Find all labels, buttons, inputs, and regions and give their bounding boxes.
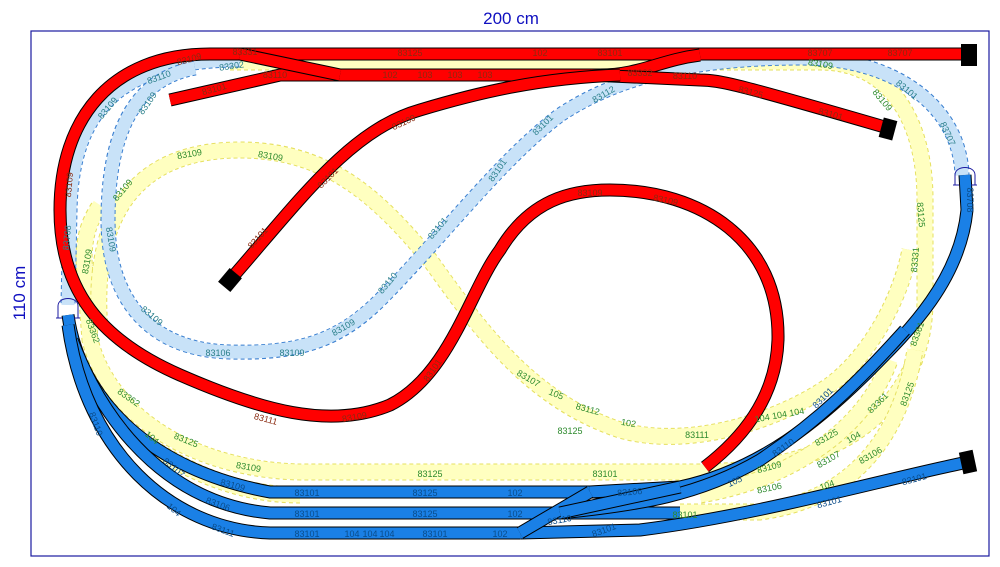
tunnel-portal-icon[interactable] xyxy=(56,298,80,319)
buffer-stops xyxy=(218,44,978,475)
buffer-stop-icon[interactable] xyxy=(958,449,978,475)
red-track-label: 83707 xyxy=(807,48,832,58)
blue-track[interactable] xyxy=(517,487,593,538)
red-track-label: 83110 xyxy=(673,71,697,81)
blue-track[interactable] xyxy=(558,481,682,519)
yellow-track-label: 83331 xyxy=(909,247,921,273)
red-track-label: 83101 xyxy=(597,48,622,58)
red-track-label: 102 xyxy=(532,48,547,58)
blue-track-label: 83125 xyxy=(412,509,437,519)
yellow-track-label: 83111 xyxy=(685,430,709,440)
blue-track-layer xyxy=(61,174,974,540)
yellow-track-label: 83125 xyxy=(557,426,582,436)
blue-track-label: 83106 xyxy=(617,486,643,498)
red-track[interactable] xyxy=(589,69,890,134)
red-track-label: 83109 xyxy=(577,188,602,198)
buffer-stop-icon[interactable] xyxy=(961,44,977,66)
blue-track[interactable] xyxy=(66,338,680,519)
yellow-track-label: 83109 xyxy=(80,248,94,274)
yellow-track[interactable] xyxy=(698,357,898,503)
buffer-stop-icon[interactable] xyxy=(878,117,898,141)
blue-track-label: 104 xyxy=(379,529,394,539)
yellow-track-label: 83101 xyxy=(592,469,617,479)
blue-track-label: 83110 xyxy=(547,513,573,527)
red-track-label: 83332 xyxy=(627,68,652,78)
blue-track-label: 102 xyxy=(507,509,522,519)
blue-track-label: 83125 xyxy=(412,488,437,498)
blue-track-label: 104 xyxy=(362,529,377,539)
yellow-track-label: 83109 xyxy=(807,57,833,71)
blue-track-label: 83101 xyxy=(294,529,319,539)
yellow-track-label: 83125 xyxy=(915,202,927,228)
red-track-label: 103 xyxy=(447,70,462,80)
yellow-track-label: 83109 xyxy=(235,460,261,474)
red-track-layer xyxy=(53,47,965,473)
tunnel-portals xyxy=(56,167,977,319)
red-track-label: 83110 xyxy=(263,70,287,80)
lightblue-track-label: 83109 xyxy=(279,348,304,358)
yellow-track-label: 104 xyxy=(818,478,836,493)
yellow-track-label: 83101 xyxy=(672,510,697,520)
yellow-track-label: 83109 xyxy=(257,149,283,163)
lightblue-track-label: 83109 xyxy=(104,226,118,252)
red-track[interactable] xyxy=(238,48,342,81)
blue-track-label: 102 xyxy=(492,529,507,539)
yellow-track[interactable] xyxy=(76,54,933,480)
lightblue-track-label: 83708 xyxy=(61,225,73,251)
red-track-label: 102 xyxy=(382,70,397,80)
lightblue-track-label: 83302 xyxy=(218,59,244,72)
blue-track-label: 83101 xyxy=(422,529,447,539)
red-track-label: 83109 xyxy=(63,172,75,198)
blue-track[interactable] xyxy=(62,324,520,539)
width-dimension-label: 200 cm xyxy=(483,9,539,28)
lightblue-track-label: 83106 xyxy=(205,348,230,358)
blue-track-label: 83708 xyxy=(965,187,975,212)
blue-track-label: 83101 xyxy=(294,509,319,519)
red-track-label: 83707 xyxy=(887,48,912,58)
buffer-stop-icon[interactable] xyxy=(218,267,242,293)
red-track[interactable] xyxy=(54,48,784,472)
red-track-label: 83125 xyxy=(397,48,422,58)
blue-track[interactable] xyxy=(519,456,970,539)
red-track-label: 83331 xyxy=(232,47,257,57)
yellow-track[interactable] xyxy=(91,142,918,444)
red-track-label: 103 xyxy=(417,70,432,80)
red-track-label: 83109 xyxy=(341,410,367,424)
blue-track-label: 102 xyxy=(507,488,522,498)
tunnel-portal-icon[interactable] xyxy=(953,167,977,186)
blue-track-label: 104 xyxy=(344,529,359,539)
lightblue-track[interactable] xyxy=(61,53,241,306)
height-dimension-label: 110 cm xyxy=(10,266,29,321)
yellow-track-label: 102 xyxy=(620,417,637,429)
yellow-track-label: 83125 xyxy=(417,469,442,479)
blue-track-label: 83101 xyxy=(294,488,319,498)
yellow-track-label: 83109 xyxy=(176,147,202,161)
red-track-label: 103 xyxy=(477,70,492,80)
red-track[interactable] xyxy=(225,69,621,284)
